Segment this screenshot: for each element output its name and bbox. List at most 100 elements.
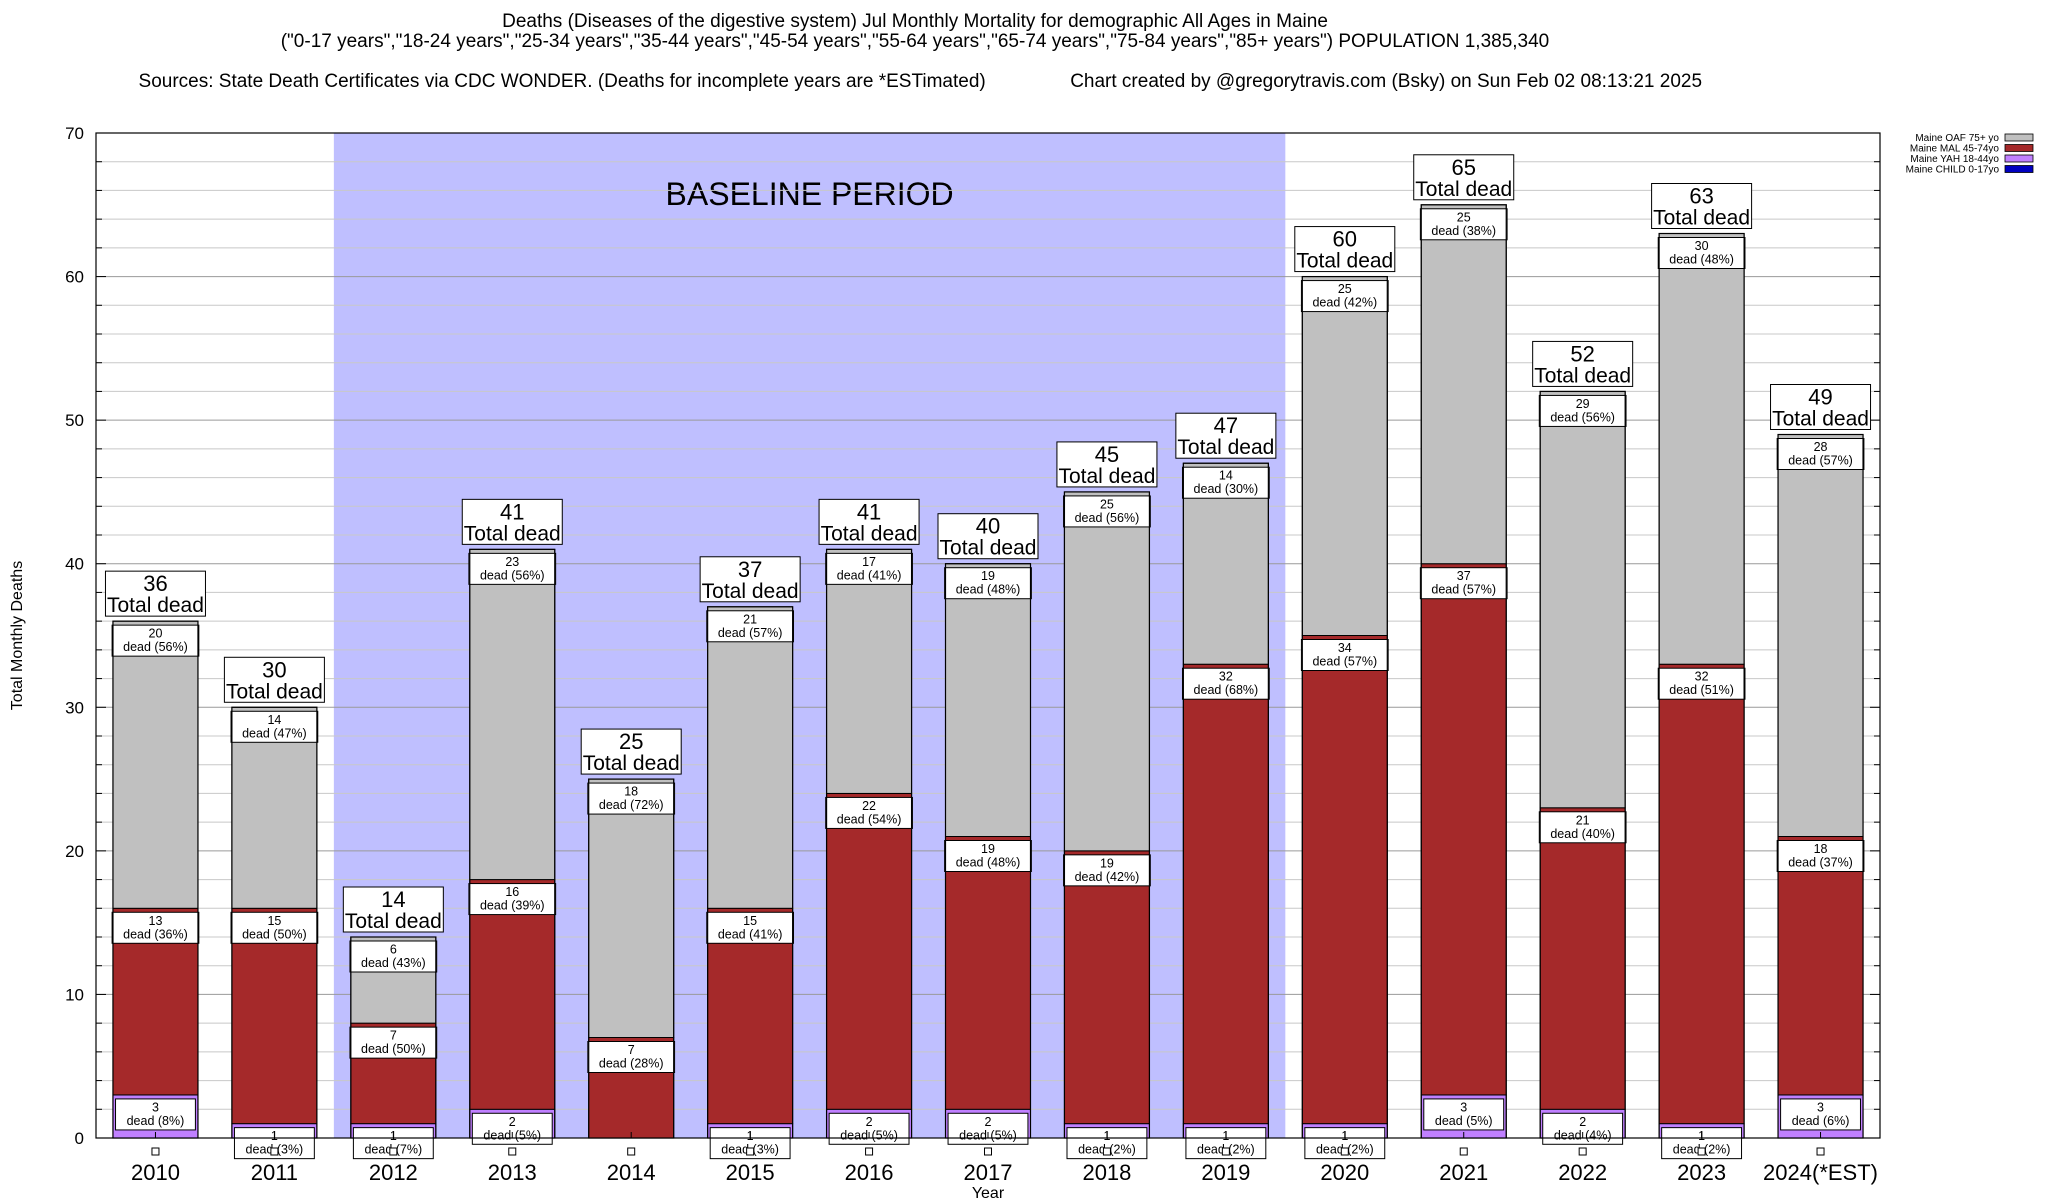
sources-text: Sources: State Death Certificates via CD…: [138, 71, 986, 92]
total-label-box: [1056, 441, 1158, 488]
segment-label-mal-text: dead (68%): [1194, 683, 1259, 697]
total-label: Total dead: [821, 522, 918, 545]
segment-label-mal-box: [1063, 854, 1151, 887]
child-zero-marker: [1102, 1147, 1111, 1156]
segment-label-oaf-text: dead (41%): [837, 568, 902, 582]
segment-label-oaf-text: 25: [1457, 210, 1471, 224]
total-label-box: [342, 886, 444, 933]
segment-label-oaf-text: dead (48%): [1669, 253, 1734, 267]
bar-segment-mal: [1301, 635, 1388, 1125]
bar-segment-mal: [1182, 663, 1269, 1125]
segment-label-oaf-text: dead (30%): [1194, 482, 1259, 496]
segment-label-oaf-text: dead (57%): [718, 626, 783, 640]
total-label-box: [1770, 384, 1872, 430]
child-zero-marker: [1340, 1147, 1349, 1156]
segment-label-yah-text: 2: [1579, 1115, 1586, 1129]
bar-segment-oaf: [826, 548, 913, 794]
segment-label-mal-text: 19: [981, 842, 995, 856]
x-tick-label: 2020: [1320, 1160, 1369, 1185]
child-zero-marker: [508, 1147, 517, 1156]
legend-label: Maine CHILD 0-17yo: [1906, 165, 2000, 176]
segment-label-oaf-text: dead (56%): [1075, 511, 1140, 525]
segment-label-yah-text: dead (6%): [1792, 1114, 1850, 1128]
total-value: 41: [500, 499, 524, 524]
bar-segment-mal: [1777, 836, 1864, 1096]
bar-segment-mal: [1063, 850, 1150, 1125]
legend-swatch: [2004, 133, 2034, 142]
segment-label-mal-text: 16: [505, 885, 519, 899]
segment-label-oaf-text: 23: [505, 555, 519, 569]
segment-label-mal-box: [1300, 639, 1389, 671]
total-value: 65: [1451, 155, 1475, 180]
y-tick-label: 60: [65, 268, 84, 287]
bar-segment-oaf: [588, 778, 675, 1038]
segment-label-oaf-text: 19: [981, 569, 995, 583]
y-tick-label: 50: [65, 411, 84, 430]
legend-label: Maine OAF 75+ yo: [1915, 133, 1999, 144]
x-tick-label: 2010: [131, 1160, 180, 1185]
credit-text: Chart created by @gregorytravis.com (Bsk…: [1070, 71, 1703, 92]
bar-segment-oaf: [1777, 434, 1864, 837]
segment-label-mal-box: [1657, 667, 1746, 700]
total-value: 37: [738, 557, 762, 582]
segment-label-oaf-text: dead (56%): [123, 640, 188, 654]
segment-label-yah-text: 3: [1460, 1100, 1467, 1114]
bar-segment-oaf: [1539, 390, 1626, 809]
total-label: Total dead: [345, 910, 442, 933]
segment-label-yah-text: 3: [1817, 1100, 1824, 1114]
segment-label-oaf-text: dead (48%): [956, 583, 1021, 597]
segment-label-mal-text: 15: [267, 914, 281, 928]
bar-segment-oaf: [1420, 204, 1507, 565]
segment-label-oaf-box: [349, 940, 438, 973]
segment-label-mal-text: dead (54%): [837, 812, 902, 826]
segment-label-oaf-box: [230, 710, 319, 743]
total-label-box: [818, 498, 920, 545]
segment-label-oaf-text: 6: [390, 943, 397, 957]
segment-label-mal-text: 37: [1457, 569, 1471, 583]
total-label-box: [461, 498, 563, 545]
segment-label-mal-text: 32: [1219, 670, 1233, 684]
bar-segment-mal: [469, 879, 556, 1110]
legend-label: Maine MAL 45-74yo: [1910, 144, 2000, 155]
total-value: 40: [976, 514, 1000, 539]
y-tick-label: 10: [65, 985, 84, 1004]
total-value: 52: [1570, 341, 1594, 366]
segment-label-mal-text: dead (40%): [1550, 827, 1615, 841]
total-label-box: [1294, 226, 1396, 273]
segment-label-yah-text: 2: [509, 1115, 516, 1129]
total-value: 14: [381, 887, 405, 912]
child-zero-marker: [984, 1147, 992, 1156]
segment-label-mal-box: [587, 1041, 676, 1073]
segment-label-yah-text: dead (8%): [127, 1114, 185, 1128]
child-zero-marker: [1697, 1147, 1706, 1156]
total-label: Total dead: [940, 537, 1037, 560]
child-zero-marker: [1578, 1147, 1587, 1156]
bar-segment-mal: [1539, 807, 1626, 1110]
segment-label-oaf-text: dead (38%): [1431, 224, 1496, 238]
total-label: Total dead: [1534, 364, 1631, 387]
x-tick-label: 2015: [726, 1160, 775, 1185]
bar-segment-mal: [231, 907, 318, 1125]
total-value: 47: [1214, 413, 1238, 438]
segment-label-oaf-box: [468, 552, 557, 585]
segment-label-oaf-text: dead (43%): [361, 956, 426, 970]
segment-label-mal-text: 15: [743, 914, 757, 928]
child-zero-marker: [627, 1147, 636, 1156]
segment-label-yah-text: 3: [152, 1100, 159, 1114]
legend-swatch: [2004, 165, 2034, 173]
segment-label-mal-text: 34: [1338, 641, 1352, 655]
segment-label-mal-text: dead (41%): [718, 927, 783, 941]
segment-label-mal-text: dead (48%): [956, 856, 1021, 870]
total-value: 30: [262, 657, 286, 682]
segment-label-yah-box: [828, 1112, 910, 1145]
child-zero-marker: [151, 1147, 160, 1156]
bar-segment-mal: [826, 792, 913, 1110]
bar-segment-mal: [1420, 563, 1507, 1096]
segment-label-oaf-text: dead (42%): [1312, 296, 1377, 310]
segment-label-oaf-text: 28: [1814, 440, 1828, 454]
y-tick-label: 0: [75, 1129, 84, 1148]
bar-segment-oaf: [945, 563, 1031, 837]
total-label-box: [104, 570, 206, 617]
bar-segment-oaf: [1658, 233, 1745, 665]
segment-label-mal-text: 7: [628, 1043, 635, 1057]
